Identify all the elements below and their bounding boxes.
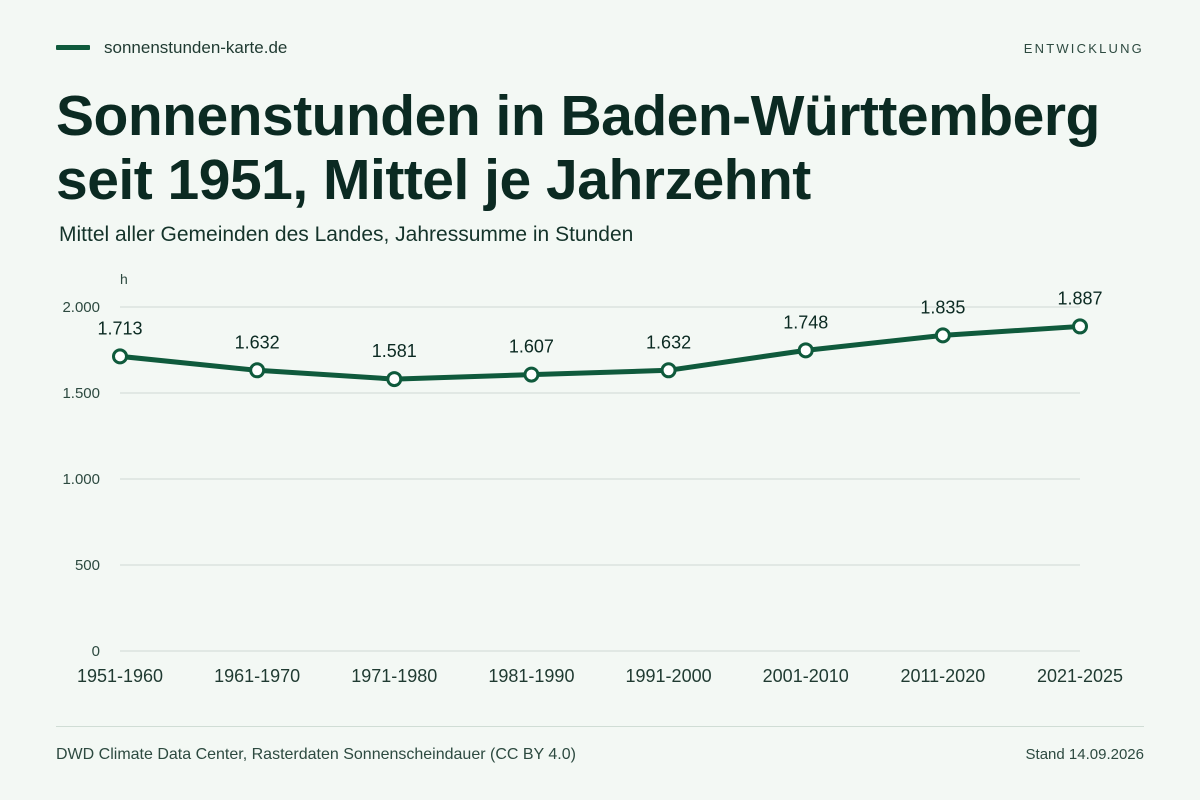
x-tick-label: 2021-2025 — [1037, 666, 1123, 686]
chart-title: Sonnenstunden in Baden-Württemberg seit … — [56, 84, 1100, 212]
x-tick-label: 1991-2000 — [626, 666, 712, 686]
series-line — [117, 323, 1083, 382]
chart-subtitle: Mittel aller Gemeinden des Landes, Jahre… — [59, 223, 634, 246]
data-stand-date: Stand 14.09.2026 — [1025, 746, 1144, 763]
data-point — [112, 348, 128, 365]
data-source: DWD Climate Data Center, Rasterdaten Son… — [56, 746, 576, 763]
footer-divider — [56, 726, 1144, 727]
data-point — [660, 362, 677, 379]
data-label: 1.581 — [372, 341, 417, 361]
data-label: 1.887 — [1057, 288, 1102, 308]
x-tick-label: 1951-1960 — [77, 666, 163, 686]
y-tick-label: 500 — [75, 557, 100, 574]
data-label: 1.835 — [920, 297, 965, 317]
section-tag: ENTWICKLUNG — [1023, 41, 1144, 56]
x-tick-label: 2001-2010 — [763, 666, 849, 686]
data-label: 1.632 — [235, 332, 280, 352]
data-point — [523, 366, 540, 383]
y-axis-unit-label: h — [120, 271, 128, 287]
site-brand[interactable]: sonnenstunden-karte.de — [104, 38, 288, 57]
y-tick-label: 0 — [92, 643, 100, 660]
x-tick-label: 1981-1990 — [488, 666, 574, 686]
y-tick-label: 1.500 — [62, 385, 100, 402]
data-label: 1.632 — [646, 332, 691, 352]
x-tick-label: 1961-1970 — [214, 666, 300, 686]
data-point — [797, 342, 814, 359]
x-tick-label: 2011-2020 — [900, 666, 985, 686]
brand-accent-bar — [56, 45, 90, 50]
data-point — [386, 371, 403, 388]
data-point — [249, 362, 266, 379]
x-tick-label: 1971-1980 — [351, 666, 437, 686]
y-tick-label: 1.000 — [62, 471, 100, 488]
data-point — [934, 327, 951, 344]
data-label: 1.748 — [783, 312, 828, 332]
data-label: 1.607 — [509, 337, 554, 357]
data-point — [1072, 318, 1088, 335]
data-label: 1.713 — [97, 318, 142, 338]
y-tick-label: 2.000 — [62, 299, 100, 316]
